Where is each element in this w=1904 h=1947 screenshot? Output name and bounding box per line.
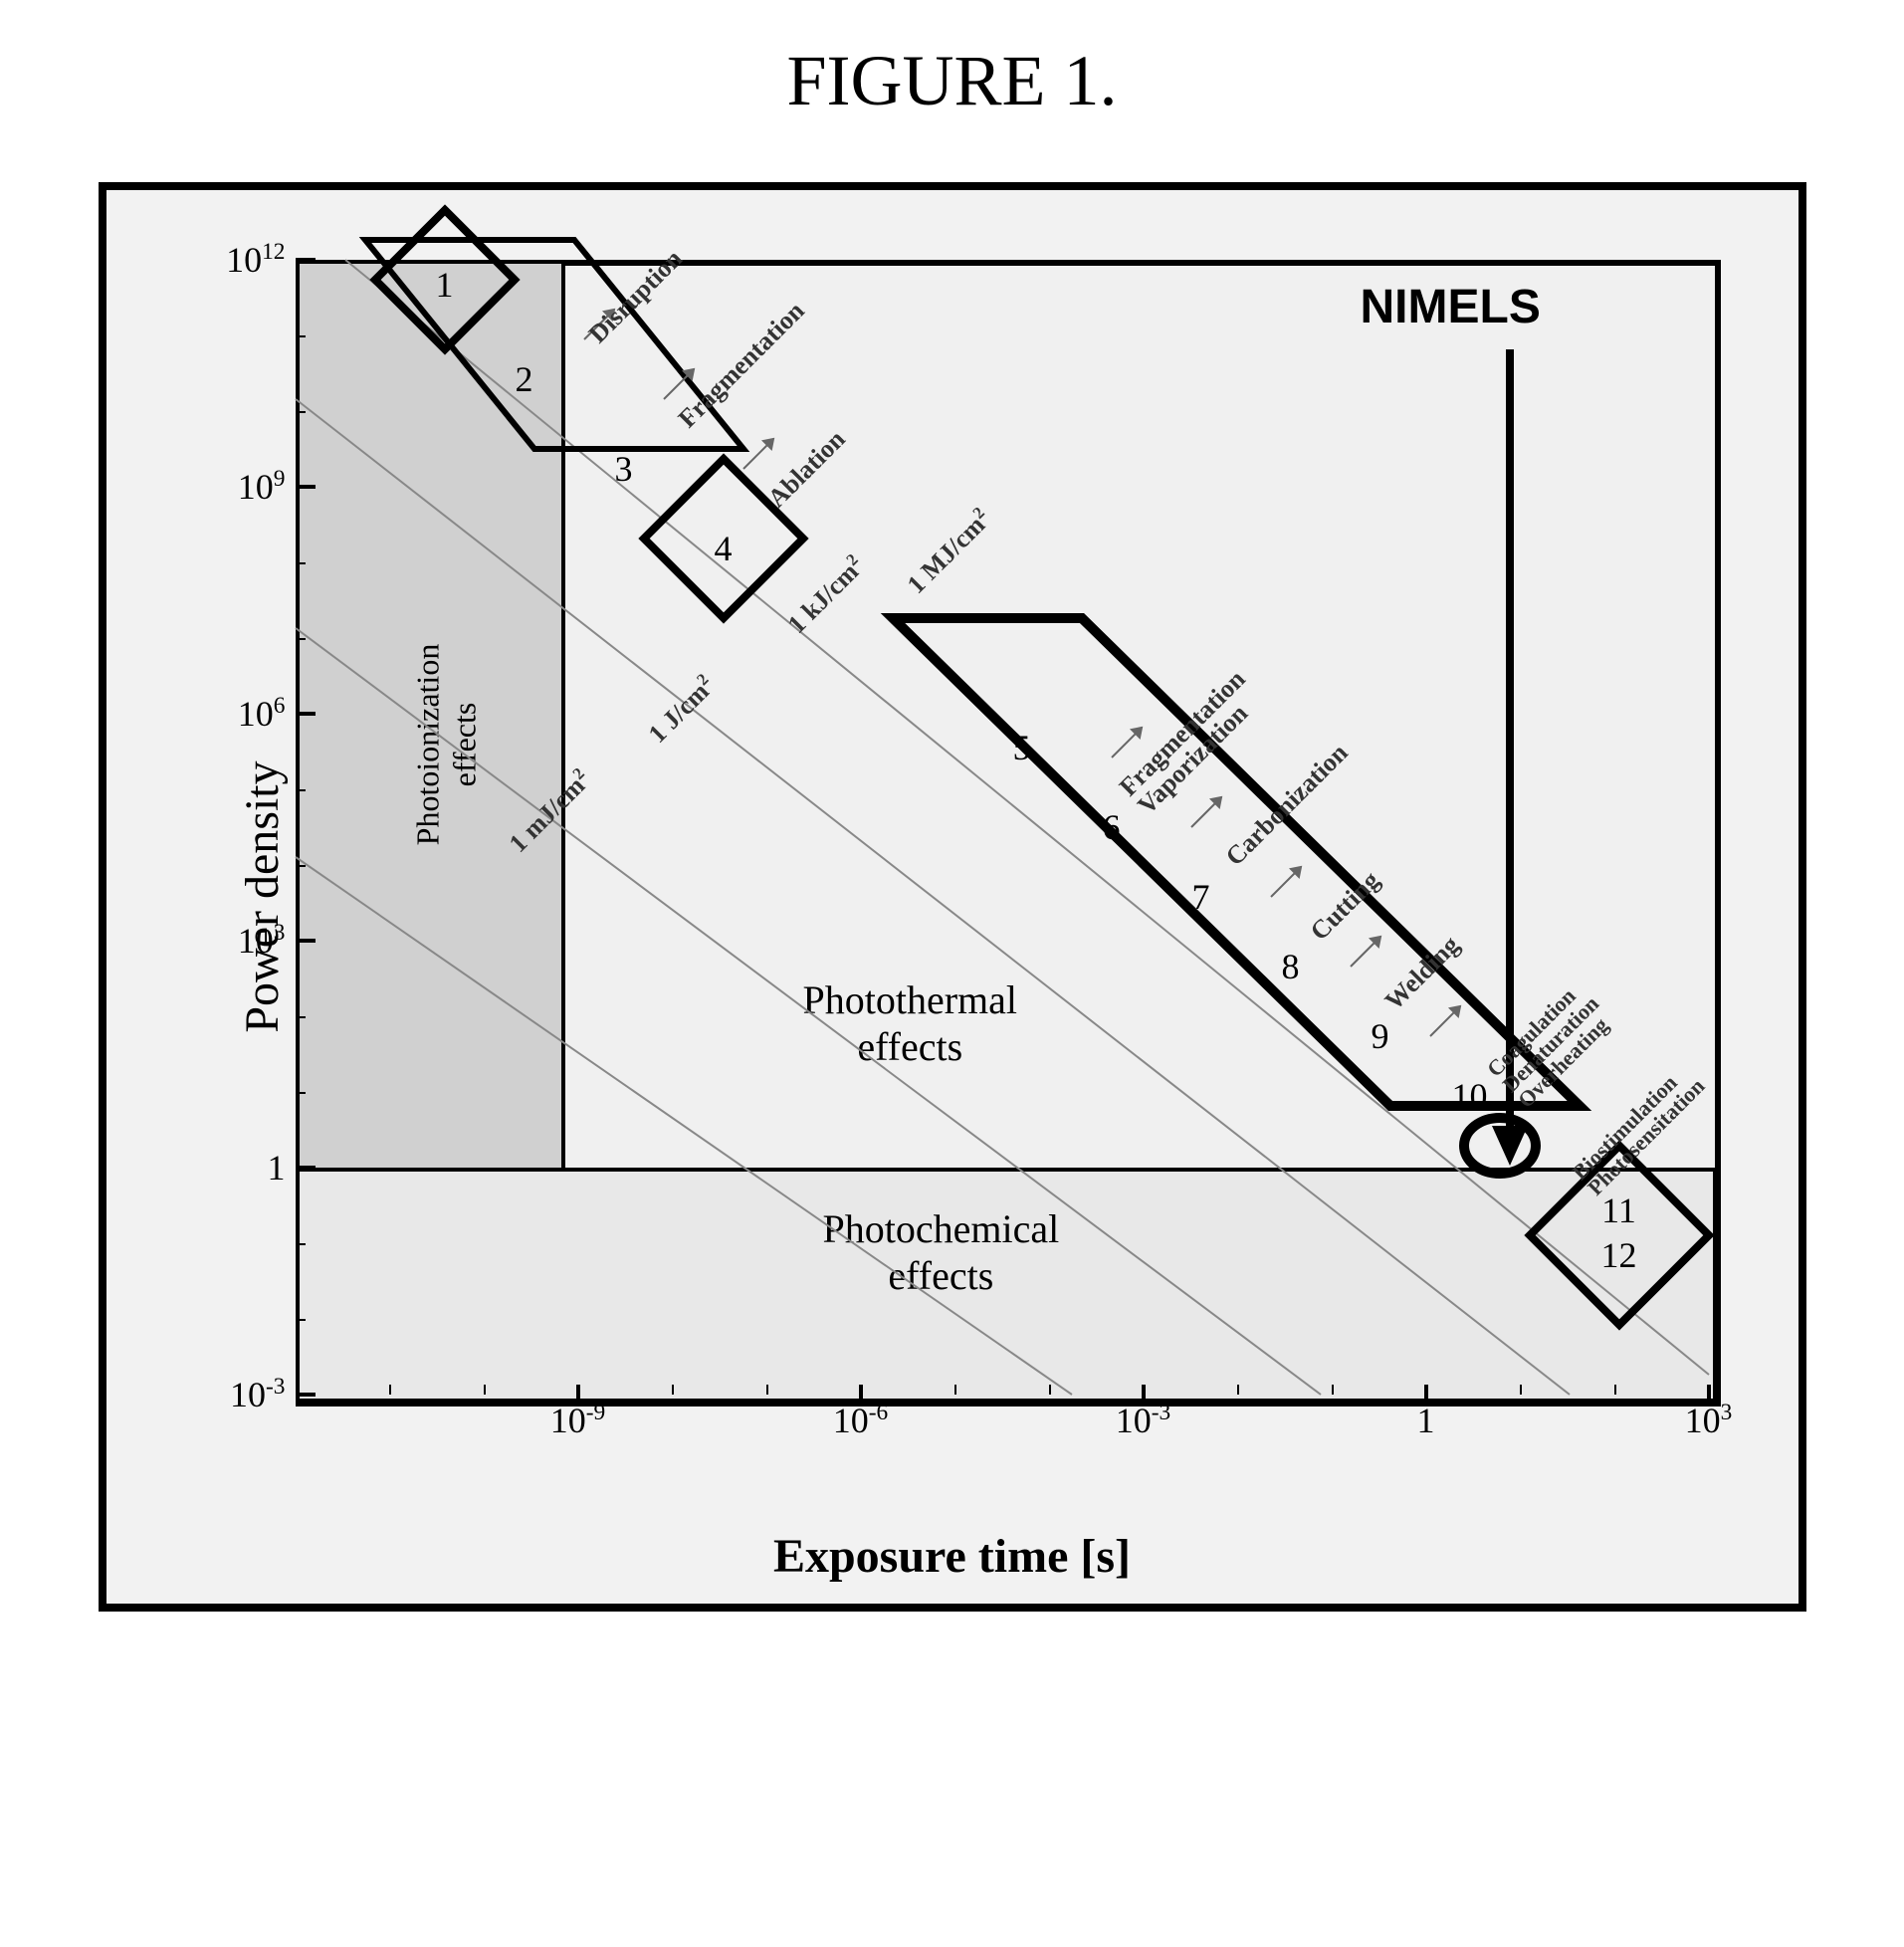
x-tick-label: 10-3 [1116, 1400, 1171, 1441]
x-tick-label: 10-9 [550, 1400, 606, 1441]
num-8: 8 [1282, 946, 1300, 987]
y-tick-label: 106 [238, 693, 286, 735]
nimels-label: NIMELS [1361, 280, 1541, 334]
x-axis-label: Exposure time [s] [773, 1529, 1131, 1584]
num-4: 4 [715, 528, 733, 569]
figure-title: FIGURE 1. [40, 40, 1864, 122]
photoionization-label: Photoionization effects [409, 644, 483, 846]
y-tick-label: 10-3 [230, 1374, 286, 1415]
y-tick-label: 109 [238, 466, 286, 508]
x-tick-label: 1 [1417, 1400, 1435, 1441]
num-9: 9 [1372, 1015, 1389, 1057]
num-11: 11 [1601, 1190, 1636, 1231]
num-12: 12 [1601, 1234, 1637, 1276]
num-6: 6 [1103, 806, 1121, 848]
num-2: 2 [516, 358, 533, 400]
y-tick-label: 103 [238, 920, 286, 962]
y-axis-label: Power density [235, 760, 290, 1032]
num-7: 7 [1192, 876, 1210, 918]
photothermal-label: Photothermal effects [803, 976, 1018, 1070]
num-5: 5 [1013, 727, 1031, 768]
x-tick-label: 10-6 [833, 1400, 889, 1441]
photochemical-label: Photochemical effects [823, 1205, 1060, 1299]
num-3: 3 [615, 448, 633, 490]
y-tick-label: 1 [268, 1147, 286, 1189]
num-1: 1 [436, 264, 454, 306]
x-tick-label: 103 [1685, 1400, 1733, 1441]
y-tick-label: 1012 [226, 239, 285, 281]
num-10: 10 [1452, 1075, 1488, 1117]
chart-frame: Power density Exposure time [s] Photoion… [99, 182, 1806, 1612]
